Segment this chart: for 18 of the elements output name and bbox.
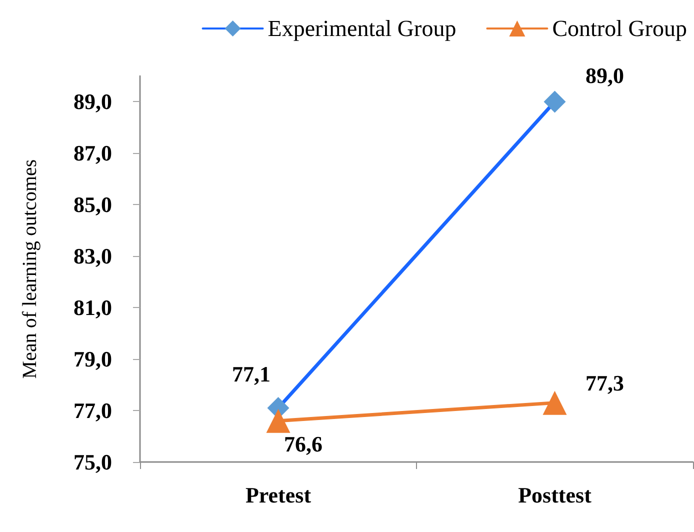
legend-label: Experimental Group — [268, 16, 456, 41]
legend-label: Control Group — [552, 16, 688, 41]
data-label: 89,0 — [586, 63, 624, 88]
x-tick-label: Pretest — [245, 482, 312, 508]
y-tick-label: 81,0 — [74, 295, 112, 320]
y-axis-title: Mean of learning outcomes — [19, 159, 41, 379]
y-tick-label: 87,0 — [74, 140, 112, 166]
data-label: 77,3 — [586, 370, 624, 396]
data-label: 76,6 — [284, 431, 322, 456]
y-tick-label: 79,0 — [74, 346, 112, 372]
y-tick-label: 85,0 — [74, 192, 112, 218]
point — [544, 90, 566, 113]
y-tick-label: 77,0 — [74, 398, 112, 424]
x-tick-label: Posttest — [518, 482, 592, 508]
data-label: 77,1 — [232, 361, 270, 386]
y-tick-label: 75,0 — [74, 450, 112, 474]
y-tick-label: 83,0 — [74, 244, 112, 269]
y-tick-label: 89,0 — [74, 89, 112, 114]
